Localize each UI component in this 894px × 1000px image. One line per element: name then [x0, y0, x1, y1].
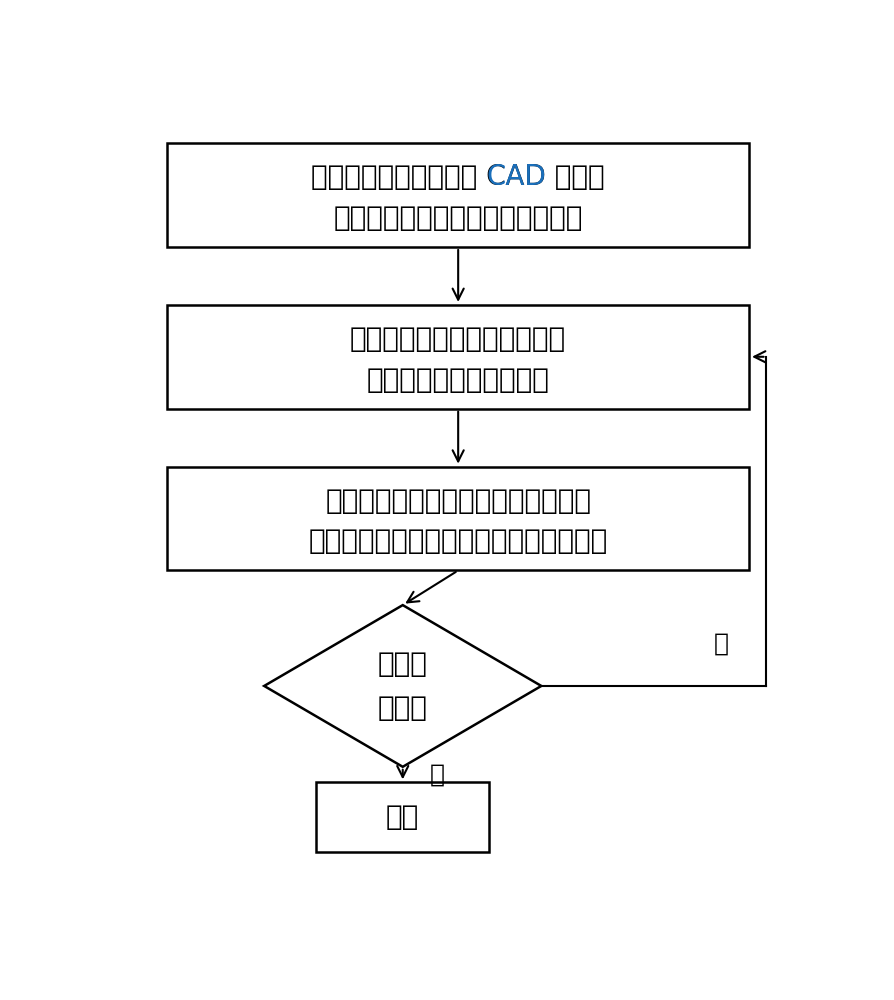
Text: 根据待成形零件的三维 CAD 模型，: 根据待成形零件的三维 CAD 模型，: [311, 163, 605, 191]
Polygon shape: [265, 605, 542, 767]
Text: 对待成形零件内外表面进行涂覆增强处理: 对待成形零件内外表面进行涂覆增强处理: [308, 527, 608, 555]
Text: 逐层成形数层待成形零件: 逐层成形数层待成形零件: [367, 366, 550, 394]
Text: CAD: CAD: [486, 163, 546, 191]
Text: 成加工: 成加工: [378, 694, 427, 722]
Bar: [316, 782, 489, 852]
Text: 获取增材成形轨迹和涂覆增强轨迹: 获取增材成形轨迹和涂覆增强轨迹: [333, 204, 583, 232]
Bar: [167, 305, 749, 409]
Text: 否: 否: [714, 632, 729, 656]
Text: 结束: 结束: [386, 803, 419, 831]
Bar: [167, 466, 749, 570]
Bar: [167, 143, 749, 247]
Text: 是否完: 是否完: [378, 650, 427, 678]
Text: 激光辅助冷喷涂装置按涂覆增强轨迹: 激光辅助冷喷涂装置按涂覆增强轨迹: [325, 487, 591, 515]
Text: 增材成形装置按增材成形轨迹: 增材成形装置按增材成形轨迹: [350, 325, 566, 353]
Text: 是: 是: [430, 762, 445, 786]
